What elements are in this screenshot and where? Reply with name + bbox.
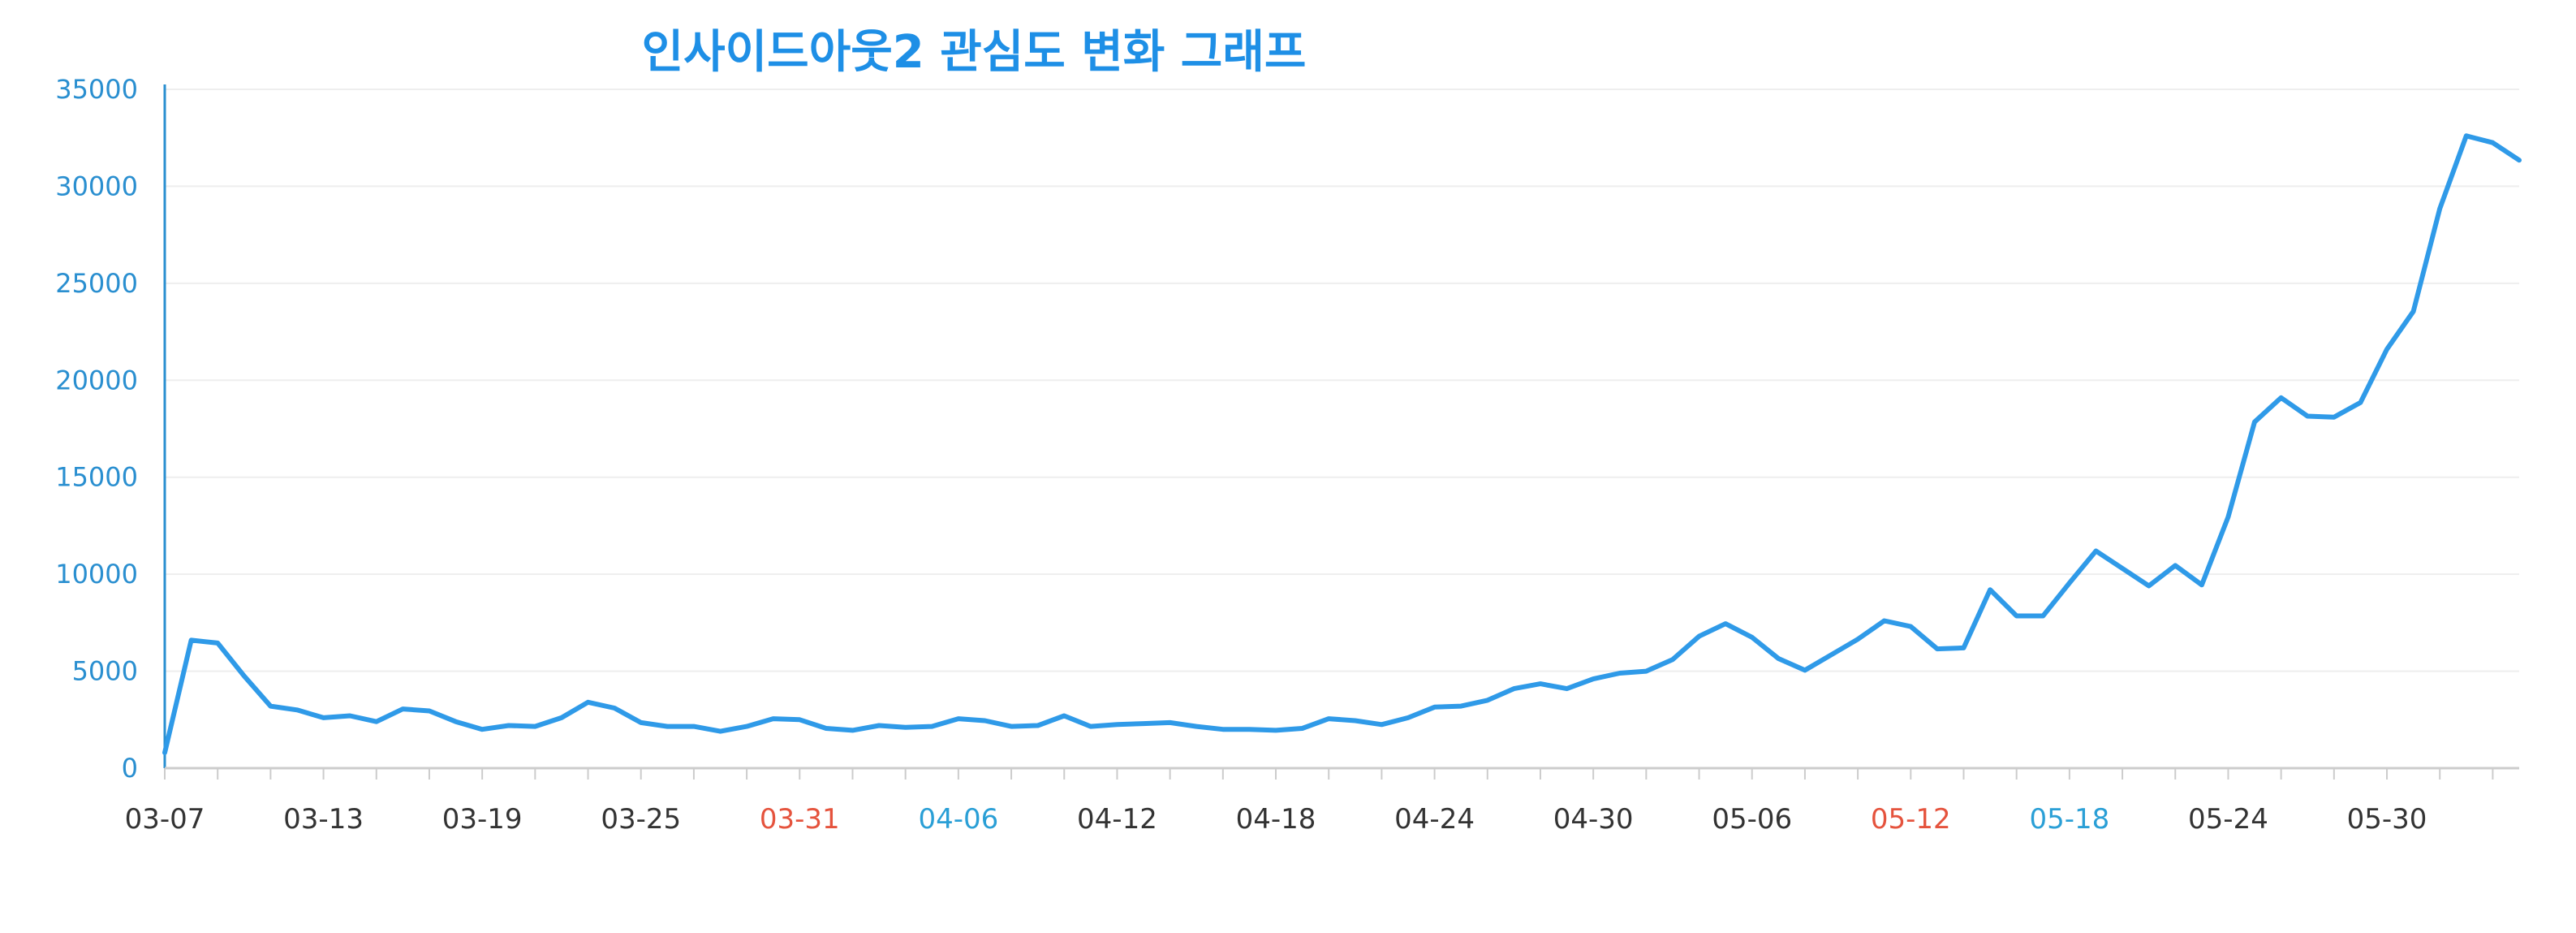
x-tick-label: 04-30 (1553, 803, 1634, 836)
x-tick-label: 04-06 (918, 803, 998, 836)
y-tick-label: 30000 (55, 171, 138, 201)
y-tick-label: 35000 (55, 74, 138, 105)
y-tick-label: 0 (122, 753, 138, 784)
chart-title: 인사이드아웃2 관심도 변화 그래프 (642, 26, 1307, 79)
series-line (162, 133, 2522, 755)
x-axis: 03-07 03-13 03-19 03-25 03-31 04-06 04-12 04-18… (125, 767, 2519, 836)
x-tick-label: 05-18 (2029, 803, 2109, 836)
x-tick-label: 04-18 (1236, 803, 1316, 836)
y-tick-label: 5000 (72, 656, 138, 687)
x-tick-label: 03-19 (442, 803, 523, 836)
x-tick-label: 03-31 (760, 803, 840, 836)
y-tick-label: 15000 (55, 462, 138, 493)
x-tick-label: 03-13 (283, 803, 364, 836)
x-tick-label: 04-12 (1077, 803, 1157, 836)
x-tick-label: 03-07 (125, 803, 205, 836)
y-tick-label: 20000 (55, 365, 138, 395)
x-tick-label: 03-25 (601, 803, 681, 836)
x-tick-label: 05-12 (1871, 803, 1951, 836)
y-tick-label: 10000 (55, 559, 138, 590)
y-axis: 0 5000 10000 15000 20000 25000 30000 35000 (55, 74, 166, 784)
x-tick-label: 05-24 (2188, 803, 2268, 836)
y-tick-label: 25000 (55, 268, 138, 299)
x-tick-label: 04-24 (1394, 803, 1475, 836)
x-tick-label: 05-30 (2347, 803, 2427, 836)
series-layer (162, 133, 2522, 755)
x-tick-label: 05-06 (1712, 803, 1792, 836)
grid (165, 89, 2519, 672)
